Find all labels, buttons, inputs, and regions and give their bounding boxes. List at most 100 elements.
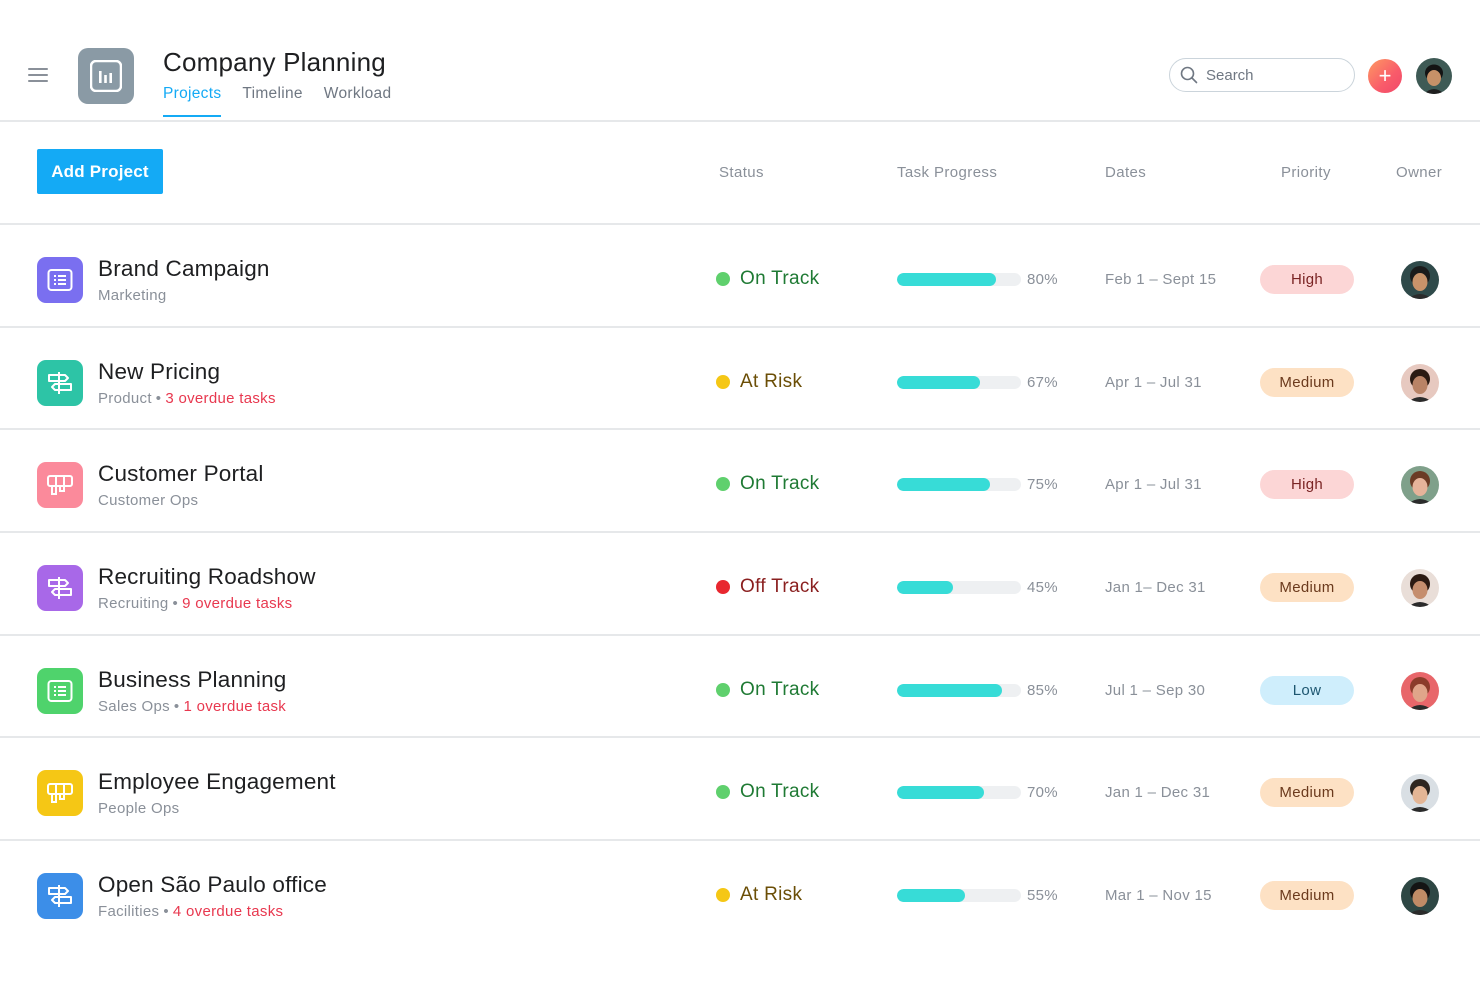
status-label[interactable]: On Track [716,679,819,701]
signpost-icon [37,873,83,920]
separator-dot: • [163,903,169,921]
priority-badge[interactable]: Medium [1260,367,1354,397]
status-label[interactable]: On Track [716,473,819,495]
priority-badge[interactable]: Low [1260,675,1354,705]
owner-avatar[interactable] [1401,569,1439,608]
owner-avatar[interactable] [1401,466,1439,505]
tab-workload[interactable]: Workload [323,85,392,102]
overdue-count[interactable]: 1 overdue task [183,697,287,715]
priority-badge[interactable]: Medium [1260,778,1354,808]
project-row[interactable]: Business Planning Sales Ops • 1 overdue ta… [0,635,1480,739]
search-input[interactable] [1206,66,1336,84]
column-header-priority[interactable]: Priority [1281,164,1331,181]
column-header-task-progress[interactable]: Task Progress [897,164,998,181]
project-name[interactable]: Business Planning [98,666,287,692]
project-team[interactable]: Recruiting [98,595,169,613]
project-row[interactable]: Recruiting Roadshow Recruiting • 9 overdue… [0,533,1480,636]
status-label[interactable]: Off Track [716,576,819,598]
project-name[interactable]: Recruiting Roadshow [98,564,316,590]
progress-percent: 55% [1027,887,1058,905]
project-dates[interactable]: Jan 1– Dec 31 [1105,579,1206,597]
priority-badge[interactable]: High [1260,265,1354,294]
add-project-button[interactable]: Add Project [37,149,163,194]
separator-dot: • [172,595,179,613]
progress-bar [897,375,1021,389]
project-row[interactable]: Customer Portal Customer Ops On Track 75… [0,430,1480,534]
status-label[interactable]: On Track [716,781,819,803]
tab-projects[interactable]: Projects [163,85,222,117]
owner-avatar[interactable] [1401,671,1439,710]
owner-avatar[interactable] [1401,363,1439,402]
owner-avatar[interactable] [1401,877,1439,916]
progress-fill [897,786,984,800]
progress-percent: 85% [1027,681,1058,699]
status-text: At Risk [740,370,803,392]
progress-fill [897,889,966,903]
tab-timeline[interactable]: Timeline [242,85,303,102]
progress-percent: 70% [1027,784,1058,802]
priority-badge[interactable]: Medium [1260,881,1354,911]
project-name[interactable]: New Pricing [98,358,221,384]
project-dates[interactable]: Apr 1 – Jul 31 [1105,373,1202,391]
project-team[interactable]: People Ops [98,800,180,818]
quick-add-button[interactable]: + [1368,59,1402,93]
priority-badge[interactable]: Medium [1260,573,1354,603]
overdue-count[interactable]: 3 overdue tasks [165,389,276,407]
project-dates[interactable]: Jan 1 – Dec 31 [1105,784,1211,802]
menu-icon[interactable] [28,66,50,84]
progress-bar [897,683,1021,697]
status-dot [716,477,730,492]
project-team[interactable]: Facilities [98,903,160,921]
progress-percent: 80% [1027,271,1058,288]
project-subtitle: Recruiting • 9 overdue tasks [98,595,293,612]
chart-icon [78,48,134,104]
project-dates[interactable]: Mar 1 – Nov 15 [1105,887,1212,905]
status-dot [716,580,730,595]
column-header-dates[interactable]: Dates [1105,164,1147,181]
progress-fill [897,375,981,389]
board-icon [37,462,83,509]
priority-badge[interactable]: High [1260,470,1354,500]
owner-avatar[interactable] [1401,261,1439,299]
project-row[interactable]: Brand Campaign Marketing On Track 80% Fe… [0,225,1480,328]
project-row[interactable]: New Pricing Product • 3 overdue tasks At R… [0,327,1480,431]
project-list: Brand Campaign Marketing On Track 80% Fe… [0,225,1480,944]
project-subtitle: People Ops [98,800,179,817]
board-icon [37,770,83,817]
top-header: Company Planning Projects Timeline Workl… [0,0,1480,122]
status-label[interactable]: On Track [716,268,819,290]
project-name[interactable]: Employee Engagement [98,769,336,795]
status-text: On Track [740,268,820,289]
progress-fill [897,683,1003,697]
project-name[interactable]: Customer Portal [98,461,264,487]
project-team[interactable]: Customer Ops [98,492,199,510]
list-icon [37,257,83,303]
status-label[interactable]: At Risk [716,884,802,906]
column-header-status[interactable]: Status [719,164,764,181]
project-name[interactable]: Open São Paulo office [98,872,327,898]
project-team[interactable]: Marketing [98,287,167,304]
project-row[interactable]: Employee Engagement People Ops On Track … [0,738,1480,842]
project-dates[interactable]: Jul 1 – Sep 30 [1105,681,1206,699]
separator-dot: • [155,389,162,407]
project-team[interactable]: Product [98,389,152,407]
overdue-count[interactable]: 4 overdue tasks [172,903,284,921]
project-toolbar: Add Project Status Task Progress Dates P… [0,122,1480,225]
user-avatar[interactable] [1416,58,1452,94]
owner-avatar[interactable] [1401,774,1439,813]
project-dates[interactable]: Apr 1 – Jul 31 [1105,476,1202,494]
project-dates[interactable]: Feb 1 – Sept 15 [1105,271,1217,288]
signpost-icon [37,565,83,612]
search-box[interactable] [1169,58,1355,92]
status-label[interactable]: At Risk [716,371,802,393]
status-text: On Track [740,473,820,495]
list-icon [37,667,83,714]
overdue-count[interactable]: 9 overdue tasks [182,595,293,613]
status-text: On Track [740,678,820,700]
project-name[interactable]: Brand Campaign [98,256,270,281]
project-team[interactable]: Sales Ops [98,697,170,715]
column-header-owner[interactable]: Owner [1396,164,1443,181]
separator-dot: • [173,697,180,715]
project-row[interactable]: Open São Paulo office Facilities • 4 overd… [0,841,1480,944]
project-subtitle: Sales Ops • 1 overdue task [98,698,286,715]
